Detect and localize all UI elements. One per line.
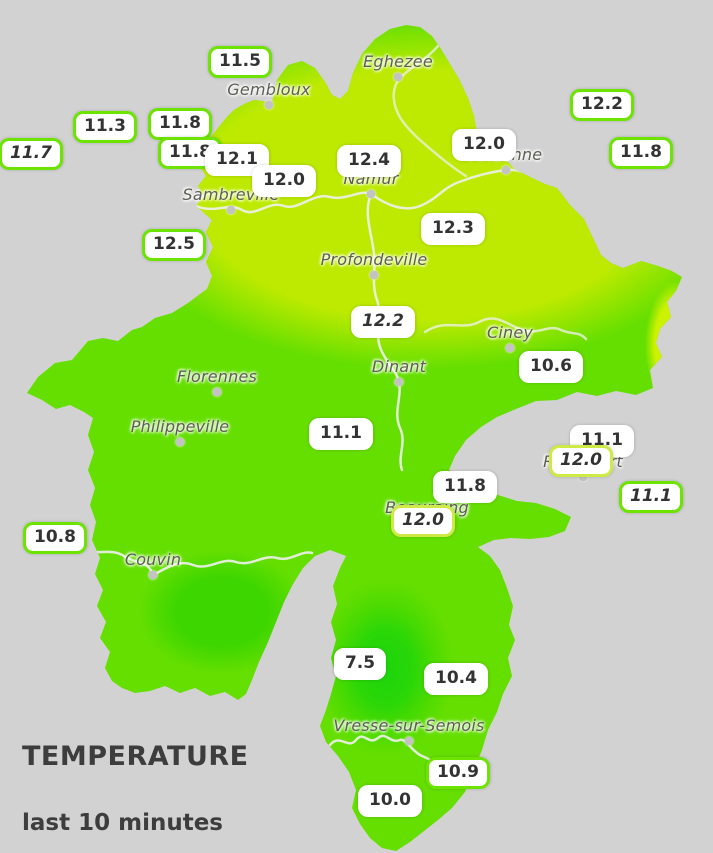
station-badge: 11.5 [208, 46, 272, 78]
city-label: Vresse-sur-Semois [333, 716, 485, 735]
city-dot [501, 165, 511, 175]
station-badge: 10.8 [23, 522, 87, 554]
map-subtitle: last 10 minutes [22, 810, 223, 836]
city-dot [264, 100, 274, 110]
city-label: Profondeville [320, 250, 428, 269]
station-badge: 10.0 [358, 785, 422, 817]
station-badge: 12.0 [252, 165, 316, 197]
station-badge: 12.0 [452, 129, 516, 161]
station-badge: 11.1 [309, 418, 373, 450]
station-badge: 12.0 [549, 445, 613, 477]
station-badge: 11.8 [609, 137, 673, 169]
station-badge: 12.4 [337, 145, 401, 177]
city-dot [404, 736, 414, 746]
station-badge: 12.2 [570, 89, 634, 121]
station-badge: 11.8 [433, 471, 497, 503]
city-dot [366, 189, 376, 199]
city-dot [578, 472, 588, 482]
map-title: TEMPERATURE [22, 741, 249, 772]
station-badge: 12.2 [351, 306, 415, 338]
city-dot [175, 437, 185, 447]
city-label: Florennes [176, 367, 258, 386]
station-badge: 12.5 [142, 229, 206, 261]
station-badge: 11.7 [0, 138, 63, 170]
city-dot [226, 205, 236, 215]
city-label: Philippeville [130, 417, 230, 436]
station-badge: 7.5 [333, 648, 387, 680]
city-label: Eghezee [363, 52, 433, 71]
city-label: Ciney [486, 323, 534, 342]
station-badge: 11.8 [148, 108, 212, 140]
station-badge: 10.6 [519, 351, 583, 383]
city-dot [393, 72, 403, 82]
city-label: Dinant [371, 357, 427, 376]
station-badge: 12.3 [421, 213, 485, 245]
city-dot [148, 570, 158, 580]
station-badge: 11.1 [619, 481, 683, 513]
city-dot [394, 377, 404, 387]
station-badge: 12.0 [391, 505, 455, 537]
river-lines [76, 44, 588, 772]
city-dot [369, 270, 379, 280]
city-label: Couvin [124, 550, 182, 569]
city-dot [212, 387, 222, 397]
city-dot [505, 343, 515, 353]
title-block: TEMPERATURE last 10 minutes 27-02-2026 |… [22, 704, 283, 853]
city-label: Gembloux [227, 80, 311, 99]
station-badge: 10.4 [424, 663, 488, 695]
station-badge: 10.9 [426, 757, 490, 789]
station-badge: 11.3 [73, 111, 137, 143]
